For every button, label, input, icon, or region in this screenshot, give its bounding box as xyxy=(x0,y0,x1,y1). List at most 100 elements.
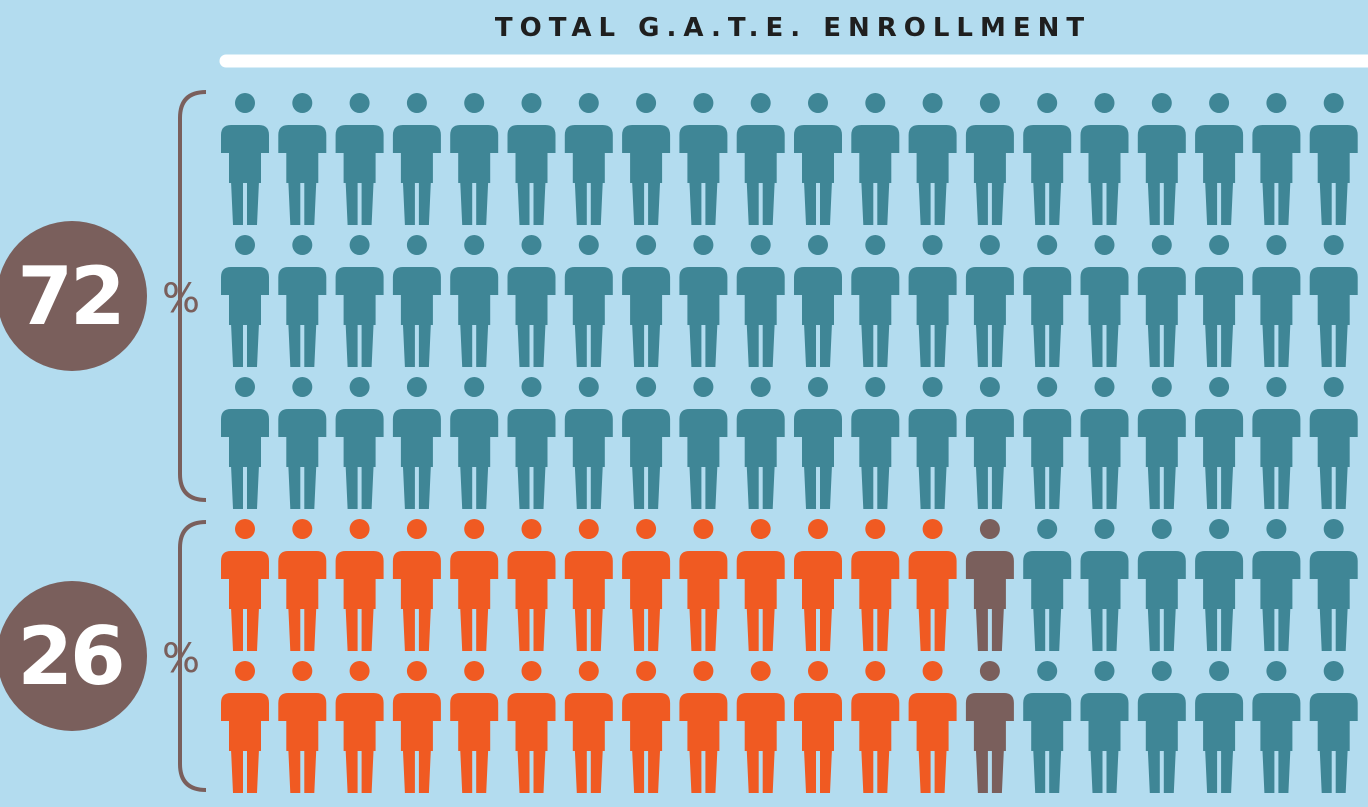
person-icon xyxy=(679,519,728,651)
person-icon xyxy=(392,519,441,651)
person-icon xyxy=(392,235,441,367)
person-icon xyxy=(392,377,441,509)
person-icon xyxy=(221,235,269,367)
person-icon xyxy=(679,661,728,793)
person-icon xyxy=(278,377,327,509)
person-icon xyxy=(278,235,327,367)
person-icon xyxy=(908,519,957,651)
person-icon xyxy=(1137,93,1186,225)
person-icon xyxy=(908,377,957,509)
person-icon xyxy=(736,235,785,367)
person-icon xyxy=(1252,376,1301,509)
person-icon xyxy=(622,93,671,225)
person-icon xyxy=(622,235,671,367)
person-icon xyxy=(1023,235,1072,367)
person-icon xyxy=(1309,235,1358,367)
person-icon xyxy=(1137,377,1186,509)
person-icon xyxy=(564,235,613,367)
person-icon xyxy=(736,519,785,651)
person-icon xyxy=(622,377,671,509)
person-icon xyxy=(278,661,327,793)
badge xyxy=(0,221,147,371)
person-icon xyxy=(564,519,613,651)
person-icon xyxy=(507,93,556,225)
person-icon xyxy=(1195,519,1244,651)
person-icon xyxy=(908,661,957,793)
person-icon xyxy=(335,519,384,651)
person-icon xyxy=(221,93,269,225)
person-icon xyxy=(1080,93,1129,225)
person-icon xyxy=(1195,377,1244,509)
person-icon xyxy=(965,235,1014,367)
person-icon xyxy=(1080,519,1129,651)
badge-value: 26 xyxy=(17,610,122,703)
person-icon xyxy=(278,519,327,651)
person-icon xyxy=(1137,661,1186,793)
person-icon xyxy=(1252,660,1301,793)
person-icon xyxy=(1023,93,1072,225)
person-icon xyxy=(507,661,556,793)
person-icon xyxy=(908,235,957,367)
person-icon xyxy=(507,377,556,509)
person-icon xyxy=(564,93,613,225)
person-icon xyxy=(1309,377,1358,509)
person-icon xyxy=(965,377,1014,509)
person-icon xyxy=(335,235,384,367)
person-icon xyxy=(335,93,384,225)
person-icon xyxy=(1195,661,1244,793)
badge-unit: % xyxy=(162,636,200,682)
person-icon xyxy=(1195,235,1244,367)
person-icon xyxy=(679,93,728,225)
person-icon xyxy=(1252,234,1301,367)
badge xyxy=(0,581,147,731)
person-icon xyxy=(965,519,1014,651)
person-icon xyxy=(278,93,327,225)
person-icon xyxy=(221,519,269,651)
person-icon xyxy=(221,377,269,509)
person-icon xyxy=(507,235,556,367)
person-icon xyxy=(1080,377,1129,509)
person-icon xyxy=(851,93,900,225)
person-icon xyxy=(335,377,384,509)
person-icon xyxy=(851,235,900,367)
person-icon xyxy=(1137,519,1186,651)
person-icon xyxy=(1023,661,1072,793)
person-icon xyxy=(622,519,671,651)
person-icon xyxy=(1252,92,1301,225)
person-icon xyxy=(794,661,842,793)
person-icon xyxy=(335,661,384,793)
person-icon xyxy=(1252,518,1301,651)
person-icon xyxy=(736,93,785,225)
person-icon xyxy=(1023,519,1072,651)
person-icon xyxy=(392,661,441,793)
person-icon xyxy=(1137,235,1186,367)
person-icon xyxy=(1309,661,1358,793)
person-icon xyxy=(794,377,842,509)
person-icon xyxy=(679,235,728,367)
person-icon xyxy=(794,93,842,225)
bracket xyxy=(178,520,207,792)
bracket xyxy=(178,90,207,502)
person-icon xyxy=(965,93,1014,225)
person-icon xyxy=(450,235,499,367)
person-icon xyxy=(851,519,900,651)
person-icon xyxy=(564,661,613,793)
person-icon xyxy=(908,93,957,225)
person-icon xyxy=(1195,93,1244,225)
badge-unit: % xyxy=(162,276,200,322)
person-icon xyxy=(851,661,900,793)
person-icon xyxy=(1309,519,1358,651)
person-icon xyxy=(736,377,785,509)
person-icon xyxy=(794,519,842,651)
person-icon xyxy=(450,377,499,509)
person-icon xyxy=(450,519,499,651)
person-icon xyxy=(450,93,499,225)
chart-title: TOTAL G.A.T.E. ENROLLMENT xyxy=(495,13,1091,43)
person-icon xyxy=(736,661,785,793)
badge-value: 72 xyxy=(17,250,122,343)
person-icon xyxy=(1309,93,1358,225)
person-icon xyxy=(450,661,499,793)
person-icon xyxy=(794,235,842,367)
